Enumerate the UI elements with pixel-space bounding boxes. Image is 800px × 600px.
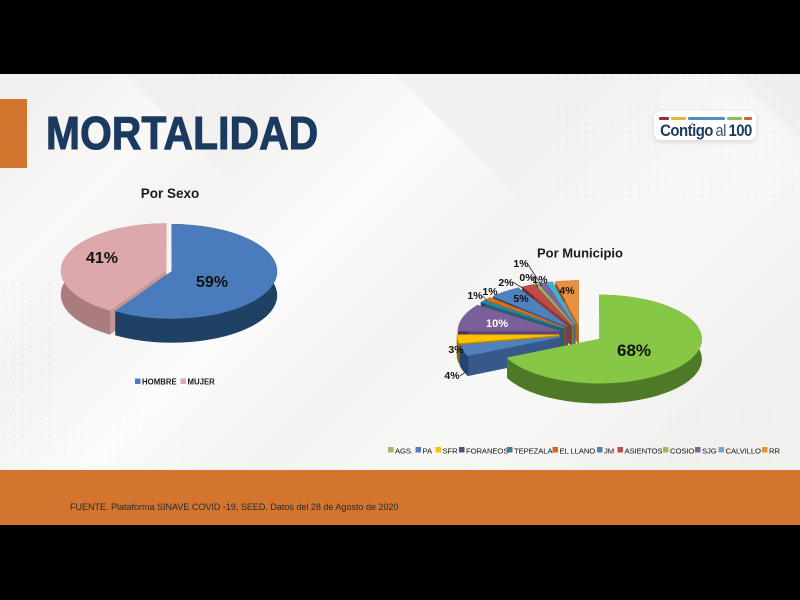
svg-text:59%: 59% [196, 274, 228, 291]
svg-text:3%: 3% [448, 344, 464, 356]
svg-text:Por Municipio: Por Municipio [537, 246, 623, 261]
svg-text:5%: 5% [513, 293, 529, 305]
svg-text:TEPEZALA: TEPEZALA [514, 446, 553, 455]
svg-text:4%: 4% [444, 370, 460, 382]
svg-text:SJG: SJG [702, 446, 717, 455]
svg-text:0%: 0% [519, 272, 535, 284]
svg-text:2%: 2% [498, 277, 514, 289]
svg-text:1%: 1% [467, 290, 483, 302]
svg-text:PA: PA [423, 446, 433, 455]
svg-text:JM: JM [604, 446, 614, 455]
svg-text:68%: 68% [617, 341, 651, 360]
svg-text:ASIENTOS: ASIENTOS [625, 446, 663, 455]
svg-text:41%: 41% [86, 250, 118, 267]
svg-text:FORANEOS: FORANEOS [466, 446, 508, 455]
svg-text:MUJER: MUJER [188, 377, 216, 386]
svg-text:1%: 1% [482, 286, 498, 298]
svg-text:1%: 1% [532, 274, 548, 286]
svg-text:10%: 10% [486, 318, 508, 330]
svg-text:4%: 4% [559, 285, 575, 297]
svg-text:SFR: SFR [443, 446, 459, 455]
svg-text:COSIO: COSIO [670, 446, 694, 455]
svg-text:RR: RR [769, 446, 780, 455]
svg-text:AGS.: AGS. [395, 446, 413, 455]
svg-text:HOMBRE: HOMBRE [142, 377, 177, 386]
svg-text:Por Sexo: Por Sexo [141, 186, 200, 201]
svg-text:EL LLANO: EL LLANO [560, 446, 596, 455]
svg-text:1%: 1% [513, 258, 529, 270]
svg-text:CALVILLO: CALVILLO [726, 446, 761, 455]
